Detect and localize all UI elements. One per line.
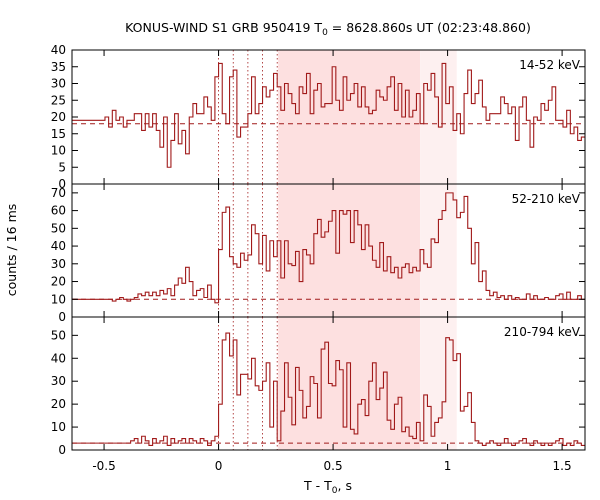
shaded-interval-1	[278, 317, 421, 450]
x-axis-label-main: T - T	[303, 478, 332, 493]
x-tick-label: 0.5	[324, 459, 343, 473]
y-tick-label: 25	[51, 93, 66, 107]
shaded-interval-1	[278, 184, 421, 317]
x-axis-label-suffix: , s	[338, 478, 352, 493]
y-tick-label: 40	[51, 351, 66, 365]
y-tick-label: 0	[58, 310, 66, 324]
y-tick-label: 10	[51, 292, 66, 306]
panel-1: 0 5 10 15 20 25 30 35 40 14-52 keV	[51, 43, 586, 191]
y-tick-label: 0	[58, 177, 66, 191]
chart-title-prefix: KONUS-WIND S1 GRB 950419 T	[125, 20, 322, 35]
chart-title-suffix: = 8628.860s UT (02:23:48.860)	[328, 20, 531, 35]
shaded-interval-2	[420, 317, 457, 450]
y-tick-label: 35	[51, 60, 66, 74]
light-curve	[72, 62, 585, 168]
y-tick-label: 70	[51, 186, 66, 200]
x-tick-label: 1.5	[553, 459, 572, 473]
panel-frame	[71, 316, 586, 451]
y-tick-label: 10	[51, 420, 66, 434]
shaded-interval-1	[278, 50, 421, 184]
y-tick-label: 30	[51, 374, 66, 388]
y-tick-label: 20	[51, 275, 66, 289]
panel-3: 0 10 20 30 40 50 -0.5 0 0.5 1 1.5 210-794 keV	[51, 316, 586, 473]
y-tick-label: 50	[51, 328, 66, 342]
y-tick-label: 30	[51, 257, 66, 271]
x-tick-label: -0.5	[92, 459, 115, 473]
y-tick-label: 30	[51, 77, 66, 91]
y-tick-label: 40	[51, 43, 66, 57]
panel-2: 0 10 20 30 40 50 60 70 52-210 keV	[51, 183, 586, 324]
y-tick-label: 5	[58, 160, 66, 174]
y-tick-label: 15	[51, 127, 66, 141]
y-tick-label: 0	[58, 443, 66, 457]
x-tick-label: 1	[444, 459, 452, 473]
chart-title-sub: 0	[322, 28, 328, 38]
y-tick-label: 60	[51, 204, 66, 218]
light-curve	[72, 332, 585, 446]
y-tick-label: 50	[51, 221, 66, 235]
chart-title: KONUS-WIND S1 GRB 950419 T0 = 8628.860s …	[125, 20, 531, 38]
x-axis-label-sub: 0	[332, 486, 338, 496]
panel-energy-label: 52-210 keV	[512, 192, 581, 206]
y-tick-label: 20	[51, 110, 66, 124]
x-axis-label: T - T0, s	[303, 478, 352, 496]
panel-energy-label: 210-794 keV	[504, 325, 581, 339]
x-tick-label: 0	[215, 459, 223, 473]
light-curve	[72, 192, 585, 304]
panel-energy-label: 14-52 keV	[519, 58, 581, 72]
y-tick-label: 20	[51, 397, 66, 411]
y-tick-label: 10	[51, 144, 66, 158]
shaded-interval-2	[420, 184, 457, 317]
y-axis-label: counts / 16 ms	[4, 204, 19, 297]
y-tick-label: 40	[51, 239, 66, 253]
